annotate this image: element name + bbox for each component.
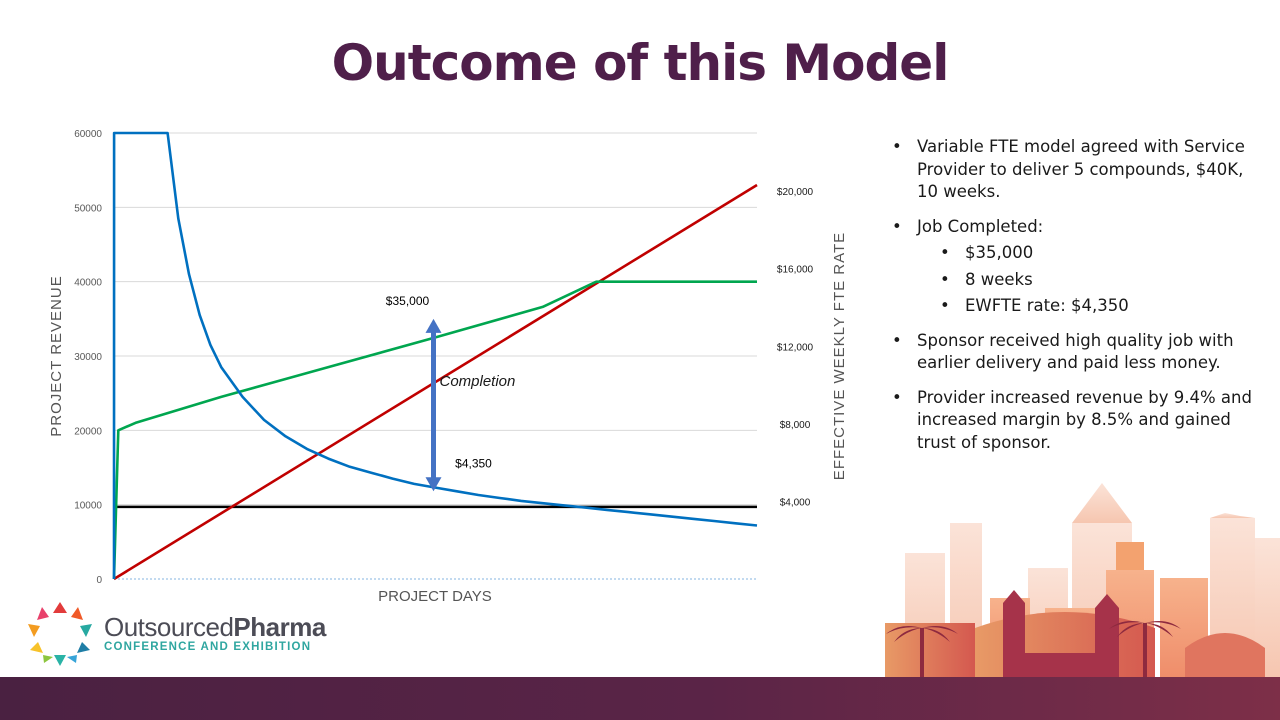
y-tick-label: 60000 bbox=[74, 129, 102, 140]
y-tick-label: 20000 bbox=[74, 426, 102, 437]
chart-y-ticks: 0 10000 20000 30000 40000 50000 60000 bbox=[74, 129, 102, 586]
y2-tick-label: $4,000 bbox=[780, 497, 811, 508]
logo-name: OutsourcedPharma bbox=[104, 612, 326, 643]
y-tick-label: 40000 bbox=[74, 278, 102, 289]
series-line-project-price bbox=[112, 280, 757, 580]
annotation-top-value: $35,000 bbox=[386, 294, 430, 308]
y-tick-label: 50000 bbox=[74, 203, 102, 214]
logo-name-light: Outsourced bbox=[104, 612, 234, 642]
completion-arrow-head-down bbox=[425, 477, 442, 492]
sub-bullet-rate: EWFTE rate: $4,350 bbox=[890, 295, 1260, 318]
outsourced-pharma-logo-icon bbox=[28, 602, 92, 666]
annotation-bottom-value: $4,350 bbox=[455, 456, 492, 470]
y2-tick-label: $20,000 bbox=[777, 187, 814, 198]
city-skyline-illustration bbox=[885, 483, 1280, 678]
bullet-model: Variable FTE model agreed with Service P… bbox=[890, 136, 1260, 204]
footer-bar bbox=[0, 677, 1280, 720]
y-tick-label: 10000 bbox=[74, 501, 102, 512]
chart-y2-ticks: $4,000 $8,000 $12,000 $16,000 $20,000 bbox=[777, 187, 814, 508]
sub-bullet-amount: $35,000 bbox=[890, 242, 1260, 265]
bullet-completed: Job Completed: bbox=[890, 216, 1260, 239]
logo-name-bold: Pharma bbox=[233, 612, 326, 642]
y-tick-label: 0 bbox=[96, 575, 102, 586]
y2-tick-label: $16,000 bbox=[777, 265, 814, 276]
bullet-list: Variable FTE model agreed with Service P… bbox=[890, 136, 1260, 466]
bullet-provider: Provider increased revenue by 9.4% and i… bbox=[890, 387, 1260, 455]
y-tick-label: 30000 bbox=[74, 352, 102, 363]
completion-arrow-head-up bbox=[425, 318, 442, 333]
chart-series bbox=[112, 131, 758, 581]
sub-bullet-weeks: 8 weeks bbox=[890, 269, 1260, 292]
logo-wordmark: OutsourcedPharma CONFERENCE AND EXHIBITI… bbox=[104, 612, 326, 653]
annotation-completion-label: Completion bbox=[440, 373, 516, 390]
slide-title: Outcome of this Model bbox=[331, 34, 950, 92]
revenue-chart: 0 10000 20000 30000 40000 50000 60000 $4,000 $8… bbox=[48, 129, 848, 605]
bullet-sponsor: Sponsor received high quality job with e… bbox=[890, 330, 1260, 375]
chart-x-axis-label: PROJECT DAYS bbox=[378, 588, 492, 605]
y2-tick-label: $12,000 bbox=[777, 342, 814, 353]
chart-annotations: $35,000 $4,350 Completion bbox=[386, 294, 516, 492]
y2-tick-label: $8,000 bbox=[780, 420, 811, 431]
logo-subtitle: CONFERENCE AND EXHIBITION bbox=[104, 641, 312, 653]
series-line-variable-fte-revenue bbox=[112, 131, 758, 580]
chart-y-axis-label: PROJECT REVENUE bbox=[48, 275, 65, 436]
chart-y2-axis-label: EFFECTIVE WEEKLY FTE RATE bbox=[831, 232, 848, 480]
